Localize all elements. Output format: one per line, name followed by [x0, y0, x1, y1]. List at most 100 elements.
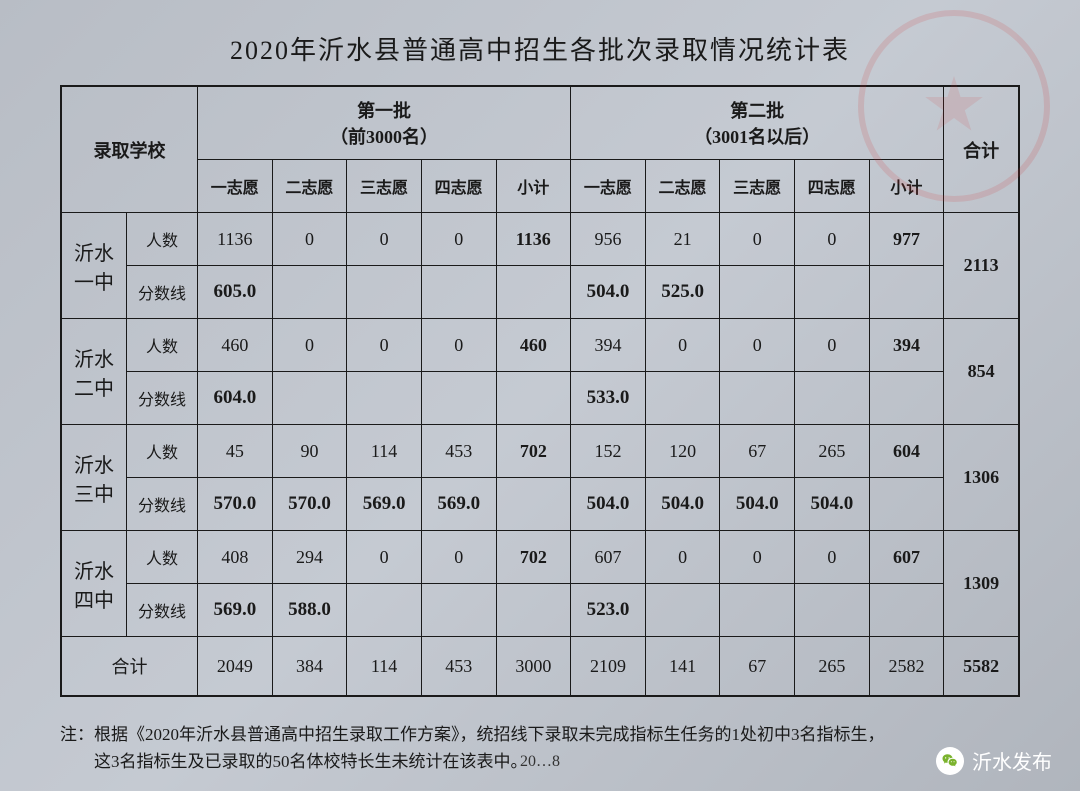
table-cell: 1136: [198, 213, 273, 266]
table-cell: 702: [496, 531, 571, 584]
table-cell: [347, 372, 422, 425]
batch2-subtitle: （3001名以后）: [575, 123, 939, 149]
table-cell: 67: [720, 637, 795, 697]
table-cell: 3000: [496, 637, 571, 697]
table-cell: 394: [571, 319, 646, 372]
table-cell: [645, 372, 720, 425]
table-cell: 2582: [869, 637, 944, 697]
score-label: 分数线: [127, 584, 198, 637]
grand-total: 5582: [944, 637, 1019, 697]
table-cell: 114: [347, 425, 422, 478]
table-cell: [869, 372, 944, 425]
batch1-subtitle: （前3000名）: [202, 123, 566, 149]
school-name: 沂水三中: [61, 425, 127, 531]
table-cell: [421, 372, 496, 425]
table-cell: 2049: [198, 637, 273, 697]
table-cell: [421, 584, 496, 637]
count-label: 人数: [127, 425, 198, 478]
note-prefix: 注：: [60, 725, 94, 744]
choice-2b: 二志愿: [645, 160, 720, 213]
table-cell: 67: [720, 425, 795, 478]
choice-3b: 三志愿: [720, 160, 795, 213]
table-cell: 569.0: [347, 478, 422, 531]
choice-1b: 一志愿: [571, 160, 646, 213]
table-cell: 45: [198, 425, 273, 478]
table-cell: 460: [198, 319, 273, 372]
table-cell: 265: [795, 637, 870, 697]
batch2-header: 第二批 （3001名以后）: [571, 86, 944, 160]
table-cell: 977: [869, 213, 944, 266]
table-cell: [421, 266, 496, 319]
table-cell: 0: [347, 531, 422, 584]
table-cell: 408: [198, 531, 273, 584]
count-label: 人数: [127, 319, 198, 372]
table-cell: 607: [869, 531, 944, 584]
table-cell: 453: [421, 425, 496, 478]
table-cell: 394: [869, 319, 944, 372]
table-cell: 523.0: [571, 584, 646, 637]
table-cell: 90: [272, 425, 347, 478]
choice-1a: 一志愿: [198, 160, 273, 213]
table-cell: [272, 372, 347, 425]
wechat-icon: [936, 747, 964, 775]
table-cell: [645, 584, 720, 637]
count-label: 人数: [127, 213, 198, 266]
table-cell: 604: [869, 425, 944, 478]
table-cell: 0: [421, 531, 496, 584]
table-cell: [869, 478, 944, 531]
table-cell: 0: [720, 531, 795, 584]
table-cell: 453: [421, 637, 496, 697]
table-cell: 0: [795, 319, 870, 372]
table-cell: [347, 266, 422, 319]
table-cell: 0: [421, 319, 496, 372]
note-line-2: 这3名指标生及已录取的50名体校特长生未统计在该表中。: [94, 752, 528, 771]
table-cell: 0: [347, 319, 422, 372]
table-cell: [720, 266, 795, 319]
page-title: 2020年沂水县普通高中招生各批次录取情况统计表: [60, 30, 1020, 67]
table-cell: [496, 478, 571, 531]
table-cell: 0: [347, 213, 422, 266]
table-cell: 569.0: [421, 478, 496, 531]
table-cell: 265: [795, 425, 870, 478]
table-cell: [795, 372, 870, 425]
row-total: 2113: [944, 213, 1019, 319]
date-hint: 20…8: [520, 753, 560, 771]
table-cell: 141: [645, 637, 720, 697]
choice-4b: 四志愿: [795, 160, 870, 213]
score-label: 分数线: [127, 266, 198, 319]
table-cell: [496, 372, 571, 425]
table-cell: 504.0: [571, 266, 646, 319]
table-cell: 152: [571, 425, 646, 478]
note-line-1: 根据《2020年沂水县普通高中招生录取工作方案》，统招线下录取未完成指标生任务的…: [94, 725, 885, 744]
table-cell: [496, 584, 571, 637]
table-cell: 605.0: [198, 266, 273, 319]
table-cell: 114: [347, 637, 422, 697]
table-cell: [869, 266, 944, 319]
table-cell: 0: [795, 531, 870, 584]
table-cell: 702: [496, 425, 571, 478]
source-watermark: 沂水发布: [936, 746, 1052, 775]
table-cell: 569.0: [198, 584, 273, 637]
table-cell: 384: [272, 637, 347, 697]
score-label: 分数线: [127, 372, 198, 425]
total-header: 合计: [944, 86, 1019, 213]
table-cell: [720, 584, 795, 637]
batch1-header: 第一批 （前3000名）: [198, 86, 571, 160]
table-cell: 294: [272, 531, 347, 584]
subtotal-2: 小计: [869, 160, 944, 213]
table-cell: 0: [720, 213, 795, 266]
table-cell: 0: [645, 531, 720, 584]
school-header: 录取学校: [61, 86, 198, 213]
table-cell: 956: [571, 213, 646, 266]
count-label: 人数: [127, 531, 198, 584]
table-cell: [795, 266, 870, 319]
watermark-text: 沂水发布: [972, 746, 1052, 775]
table-cell: 504.0: [795, 478, 870, 531]
row-total: 1309: [944, 531, 1019, 637]
batch1-title: 第一批: [202, 97, 566, 123]
school-name: 沂水二中: [61, 319, 127, 425]
subtotal-1: 小计: [496, 160, 571, 213]
table-cell: 460: [496, 319, 571, 372]
table-cell: [347, 584, 422, 637]
score-label: 分数线: [127, 478, 198, 531]
